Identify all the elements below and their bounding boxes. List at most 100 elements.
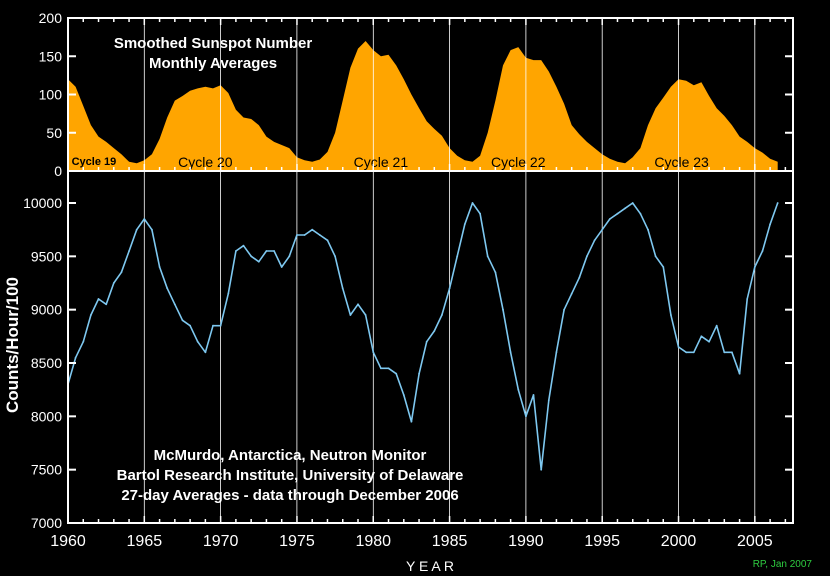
neutron-point-61 — [532, 394, 535, 396]
neutron-point-32 — [311, 228, 314, 231]
x-tick-label-1965: 1965 — [127, 533, 163, 550]
neutron-point-19 — [212, 324, 214, 327]
x-tick-label-2000: 2000 — [661, 533, 697, 550]
neutron-point-29 — [288, 255, 291, 258]
neutron-point-7 — [120, 271, 123, 274]
neutron-point-42 — [387, 367, 390, 370]
neutron-point-41 — [380, 367, 382, 370]
neutron-point-31 — [303, 234, 306, 236]
neutron-point-27 — [273, 250, 275, 252]
neutron-point-49 — [441, 314, 443, 316]
neutron-point-91 — [761, 250, 764, 252]
neutron-point-37 — [349, 314, 352, 316]
neutron-ytick-label-7500: 7500 — [31, 462, 62, 478]
neutron-point-2 — [82, 340, 85, 343]
neutron-point-11 — [151, 228, 153, 231]
x-tick-label-2005: 2005 — [737, 533, 773, 550]
neutron-point-10 — [143, 218, 146, 220]
neutron-point-84 — [708, 340, 710, 343]
x-tick-label-1995: 1995 — [584, 533, 620, 550]
neutron-panel: 7000 7500 8000 8500 9000 9500 10000 1960 1965 197… — [23, 170, 794, 550]
neutron-point-30 — [296, 234, 298, 236]
neutron-point-38 — [357, 303, 359, 306]
sunspot-title-line-2: Monthly Averages — [149, 55, 277, 72]
neutron-point-46 — [418, 372, 420, 375]
x-axis-label: Y E A R — [406, 558, 454, 574]
neutron-point-67 — [578, 276, 581, 279]
neutron-line — [67, 202, 779, 471]
cycle-label-20: Cycle 20 — [178, 154, 233, 170]
neutron-point-9 — [135, 228, 138, 231]
neutron-point-86 — [723, 351, 726, 354]
sunspot-ytick-label-50: 50 — [46, 125, 62, 141]
sunspot-panel: 0 50 100 150 200 Smoothed Sunspot Number Month… — [39, 10, 794, 179]
sunspot-title-line-1: Smoothed Sunspot Number — [114, 35, 312, 52]
neutron-point-71 — [608, 218, 611, 220]
neutron-ytick-label-9000: 9000 — [31, 302, 62, 318]
neutron-point-23 — [242, 244, 245, 247]
neutron-point-87 — [731, 351, 733, 354]
neutron-point-59 — [517, 388, 520, 391]
neutron-point-21 — [227, 292, 230, 295]
neutron-point-54 — [479, 212, 481, 215]
neutron-point-34 — [326, 239, 329, 242]
sunspot-ytick-label-100: 100 — [39, 87, 63, 103]
neutron-point-51 — [456, 255, 459, 258]
neutron-point-45 — [410, 420, 413, 423]
neutron-point-44 — [402, 394, 405, 396]
neutron-point-4 — [97, 298, 100, 300]
y-axis-label: Counts/Hour/100 — [3, 277, 22, 413]
neutron-point-60 — [525, 415, 527, 418]
x-tick-label-1960: 1960 — [50, 533, 86, 550]
cycle-label-23: Cycle 23 — [654, 154, 709, 170]
neutron-point-3 — [90, 314, 92, 316]
neutron-point-68 — [586, 255, 588, 258]
neutron-point-24 — [250, 255, 253, 258]
neutron-point-26 — [265, 250, 268, 252]
neutron-point-14 — [173, 303, 176, 306]
neutron-point-52 — [463, 223, 466, 226]
neutron-point-92 — [769, 223, 771, 226]
neutron-point-33 — [318, 234, 321, 236]
sunspot-ytick-label-200: 200 — [39, 10, 63, 26]
sunspot-ytick-label-0: 0 — [54, 163, 62, 179]
neutron-point-82 — [692, 351, 695, 354]
neutron-point-81 — [685, 351, 688, 354]
neutron-point-36 — [341, 287, 344, 290]
neutron-annotation-line-2: Bartol Research Institute, University of… — [117, 467, 464, 484]
neutron-point-77 — [654, 255, 657, 258]
neutron-ytick-label-8000: 8000 — [31, 408, 62, 424]
neutron-point-43 — [395, 372, 398, 375]
neutron-point-18 — [204, 351, 207, 354]
neutron-point-58 — [509, 351, 512, 354]
neutron-ytick-label-7000: 7000 — [31, 515, 62, 531]
neutron-point-83 — [700, 335, 703, 338]
neutron-point-6 — [112, 282, 115, 284]
neutron-annotation-line-1: McMurdo, Antarctica, Neutron Monitor — [154, 447, 427, 464]
cycle-label-19: Cycle 19 — [72, 156, 117, 168]
neutron-frame — [67, 170, 794, 524]
neutron-point-12 — [158, 266, 161, 268]
neutron-point-79 — [670, 314, 672, 316]
neutron-point-57 — [502, 308, 504, 311]
neutron-point-66 — [570, 292, 573, 295]
x-tick-label-1990: 1990 — [508, 533, 544, 550]
neutron-point-16 — [189, 324, 192, 327]
neutron-point-55 — [486, 255, 489, 258]
neutron-point-76 — [647, 228, 649, 231]
neutron-point-75 — [639, 212, 642, 215]
neutron-annotation-line-3: 27-day Averages - data through December … — [121, 487, 458, 504]
x-tick-label-1975: 1975 — [279, 533, 315, 550]
neutron-point-90 — [753, 266, 756, 268]
neutron-point-63 — [547, 399, 550, 402]
neutron-point-69 — [593, 239, 596, 242]
x-tick-label-1985: 1985 — [432, 533, 468, 550]
neutron-point-28 — [280, 266, 283, 268]
neutron-point-78 — [662, 266, 665, 268]
neutron-point-64 — [555, 351, 558, 354]
neutron-point-93 — [776, 202, 779, 204]
neutron-point-48 — [433, 330, 436, 332]
neutron-point-53 — [471, 202, 474, 204]
credit-label: RP, Jan 2007 — [753, 559, 813, 570]
